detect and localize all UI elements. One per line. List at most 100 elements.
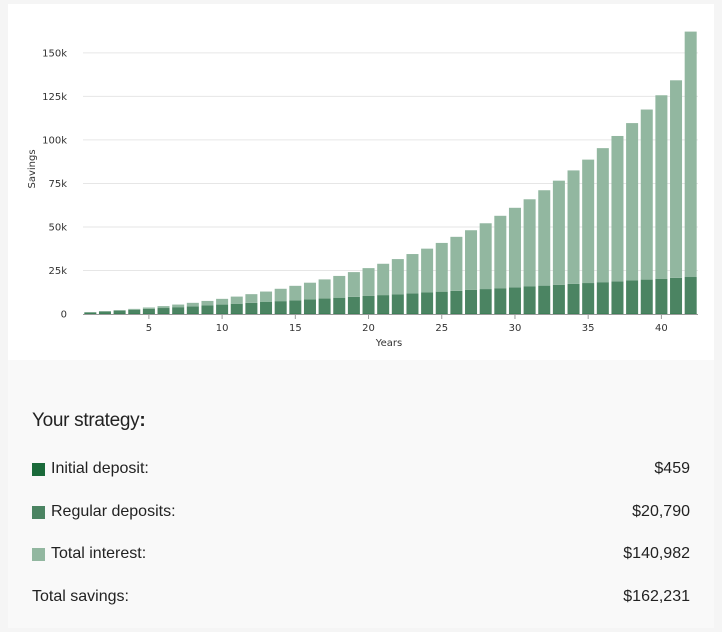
- y-tick-label: 0: [61, 310, 67, 321]
- bar-total-interest-year-31: [523, 199, 536, 287]
- bar-initial-deposit-year-18: [333, 313, 346, 314]
- strategy-heading-colon: :: [139, 410, 146, 431]
- bar-initial-deposit-year-36: [596, 313, 609, 314]
- bar-total-interest-year-7: [172, 304, 185, 308]
- bar-total-interest-year-37: [611, 135, 624, 282]
- bar-regular-deposits-year-11: [230, 303, 243, 314]
- bar-regular-deposits-year-39: [640, 279, 653, 314]
- bar-regular-deposits-year-10: [216, 304, 229, 314]
- bar-initial-deposit-year-42: [684, 313, 697, 314]
- bar-regular-deposits-year-15: [289, 300, 302, 314]
- y-axis-label: Savings: [27, 149, 38, 188]
- bar-initial-deposit-year-29: [494, 313, 507, 314]
- bar-total-interest-year-17: [318, 279, 331, 299]
- chart-panel: 0 25k 50k 75k 100k 125k 150k 5 10 15 20 25 30 35 40 Sa…: [8, 4, 714, 360]
- bar-regular-deposits-year-28: [479, 289, 492, 314]
- bar-regular-deposits-year-16: [303, 299, 316, 314]
- bar-total-interest-year-30: [508, 207, 521, 288]
- bar-total-interest-year-36: [596, 148, 609, 283]
- bar-initial-deposit-year-25: [435, 313, 448, 314]
- bar-regular-deposits-year-42: [684, 277, 697, 314]
- bar-total-interest-year-26: [450, 236, 463, 291]
- bar-initial-deposit-year-4: [128, 313, 141, 314]
- x-tick-label: 25: [435, 323, 448, 334]
- bar-initial-deposit-year-26: [450, 313, 463, 314]
- bar-initial-deposit-year-1: [84, 313, 97, 314]
- bar-total-interest-year-19: [347, 272, 360, 297]
- bar-total-interest-year-18: [333, 275, 346, 298]
- bar-total-interest-year-29: [494, 215, 507, 289]
- savings-card: 0 25k 50k 75k 100k 125k 150k 5 10 15 20 25 30 35 40 Sa…: [8, 4, 714, 628]
- row-regular-deposits: Regular deposits: $20,790: [32, 500, 690, 524]
- row-initial-deposit: Initial deposit: $459: [32, 457, 690, 481]
- x-tick-label: 20: [362, 323, 375, 334]
- bar-regular-deposits-year-29: [494, 288, 507, 314]
- bar-initial-deposit-year-10: [216, 313, 229, 314]
- bar-regular-deposits-year-13: [260, 302, 273, 314]
- bar-initial-deposit-year-2: [98, 313, 111, 314]
- bar-initial-deposit-year-41: [670, 313, 683, 314]
- bar-regular-deposits-year-9: [201, 305, 214, 314]
- bar-regular-deposits-year-41: [670, 277, 683, 314]
- bar-regular-deposits-year-30: [508, 287, 521, 314]
- bar-total-interest-year-20: [362, 268, 375, 296]
- bar-regular-deposits-year-35: [582, 283, 595, 314]
- bar-initial-deposit-year-37: [611, 313, 624, 314]
- bar-initial-deposit-year-23: [406, 313, 419, 314]
- bar-total-interest-year-32: [538, 190, 551, 286]
- bar-initial-deposit-year-19: [347, 313, 360, 314]
- bar-total-interest-year-39: [640, 109, 653, 280]
- bar-regular-deposits-year-8: [186, 306, 199, 314]
- bar-initial-deposit-year-11: [230, 313, 243, 314]
- bar-regular-deposits-year-14: [274, 301, 287, 314]
- bar-regular-deposits-year-27: [465, 289, 478, 314]
- bar-total-interest-year-24: [421, 248, 434, 293]
- bar-total-interest-year-4: [128, 308, 141, 310]
- bar-total-interest-year-13: [260, 291, 273, 302]
- bar-initial-deposit-year-33: [552, 313, 565, 314]
- bar-regular-deposits-year-18: [333, 297, 346, 314]
- bar-regular-deposits-year-32: [538, 285, 551, 314]
- total-interest-value: $140,982: [623, 545, 690, 562]
- bar-total-interest-year-16: [303, 282, 316, 300]
- total-savings-label: Total savings:: [32, 588, 129, 605]
- bar-total-interest-year-33: [552, 180, 565, 285]
- initial-deposit-swatch: [32, 462, 45, 476]
- savings-chart: 0 25k 50k 75k 100k 125k 150k 5 10 15 20 25 30 35 40 Sa…: [27, 31, 698, 349]
- bar-regular-deposits-year-4: [128, 309, 141, 314]
- bar-initial-deposit-year-30: [508, 313, 521, 314]
- bar-regular-deposits-year-25: [435, 291, 448, 314]
- bar-total-interest-year-9: [201, 300, 214, 306]
- bar-initial-deposit-year-13: [260, 313, 273, 314]
- bar-initial-deposit-year-14: [274, 313, 287, 314]
- bar-initial-deposit-year-16: [303, 313, 316, 314]
- bar-initial-deposit-year-32: [538, 313, 551, 314]
- bar-initial-deposit-year-15: [289, 313, 302, 314]
- bar-initial-deposit-year-20: [362, 313, 375, 314]
- bar-initial-deposit-year-3: [113, 313, 126, 314]
- axes: 0 25k 50k 75k 100k 125k 150k 5 10 15 20 25 30 35 40: [42, 48, 698, 334]
- strategy-heading-text: Your strategy: [32, 410, 140, 431]
- y-tick-label: 25k: [48, 266, 67, 277]
- x-tick-label: 35: [582, 323, 595, 334]
- bar-regular-deposits-year-23: [406, 293, 419, 314]
- x-tick-label: 40: [655, 323, 668, 334]
- bar-total-interest-year-10: [216, 298, 229, 305]
- bar-total-interest-year-42: [684, 31, 697, 278]
- bars: [84, 31, 697, 314]
- row-total-savings: Total savings: $162,231: [32, 585, 690, 609]
- bar-regular-deposits-year-2: [98, 311, 111, 314]
- bar-total-interest-year-40: [655, 95, 668, 279]
- bar-initial-deposit-year-38: [626, 313, 639, 314]
- x-tick-label: 15: [289, 323, 302, 334]
- bar-initial-deposit-year-31: [523, 313, 536, 314]
- bar-initial-deposit-year-12: [245, 313, 258, 314]
- bar-total-interest-year-11: [230, 296, 243, 304]
- bar-regular-deposits-year-40: [655, 278, 668, 314]
- bar-total-interest-year-3: [113, 310, 126, 311]
- bar-regular-deposits-year-34: [567, 283, 580, 314]
- bar-initial-deposit-year-22: [391, 313, 404, 314]
- bar-initial-deposit-year-21: [377, 313, 390, 314]
- bar-total-interest-year-34: [567, 170, 580, 284]
- strategy-heading: Your strategy:: [32, 410, 146, 432]
